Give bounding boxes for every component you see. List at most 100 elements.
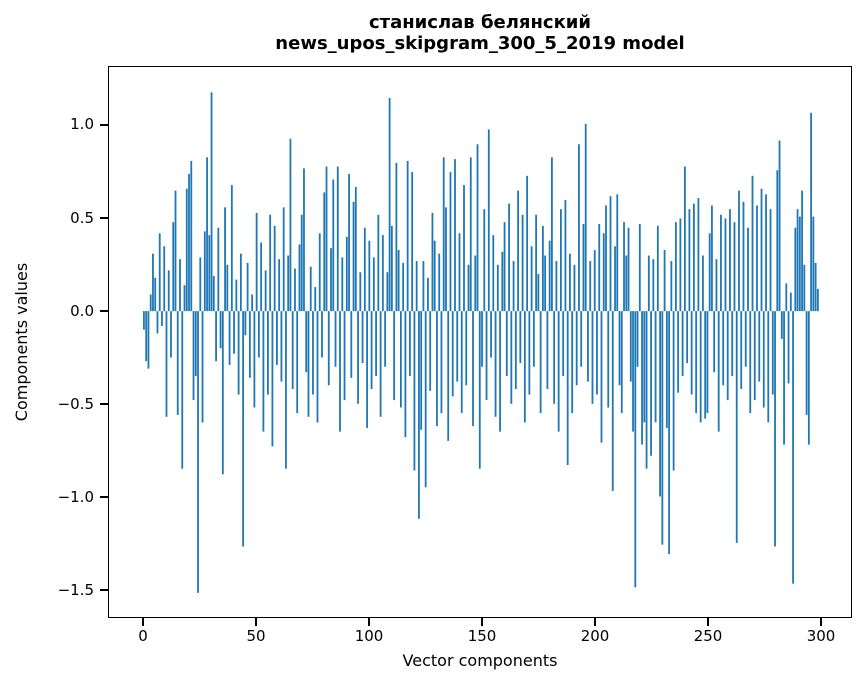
bar: [208, 235, 211, 312]
bar: [233, 311, 236, 354]
bar: [521, 214, 524, 312]
bar: [478, 311, 481, 469]
bar: [237, 311, 240, 395]
bar: [372, 257, 375, 312]
bar: [442, 157, 445, 312]
bar: [368, 240, 371, 312]
bar: [722, 311, 725, 386]
bar: [668, 311, 671, 554]
bar: [242, 311, 245, 547]
bar: [348, 173, 350, 312]
bar: [289, 138, 292, 312]
bar: [508, 203, 510, 312]
bar: [665, 311, 668, 428]
bar: [523, 311, 526, 423]
bar: [217, 227, 220, 312]
bar: [285, 311, 287, 469]
x-axis-tick: [594, 618, 596, 626]
bar: [375, 311, 377, 377]
bar: [314, 287, 317, 312]
bar: [726, 311, 729, 401]
bar: [343, 311, 346, 401]
x-axis-tick: [707, 618, 709, 626]
bar: [512, 261, 515, 312]
bar: [787, 311, 790, 384]
x-axis-label: Vector components: [402, 651, 558, 670]
bar: [267, 311, 269, 395]
chart-title: станислав белянский news_upos_skipgram_3…: [108, 12, 852, 54]
bar: [354, 186, 357, 312]
bar: [729, 209, 731, 312]
bar: [742, 201, 745, 312]
bar: [363, 227, 366, 312]
bar: [185, 188, 188, 312]
bar: [424, 311, 427, 488]
bar: [305, 311, 308, 373]
bar: [469, 157, 472, 312]
bar: [445, 207, 447, 312]
x-axis-tick: [255, 618, 257, 626]
y-axis-tick-label: 1.0: [70, 115, 94, 134]
bar: [309, 266, 312, 312]
bar: [271, 311, 274, 447]
bar: [276, 311, 278, 365]
bar: [386, 272, 389, 312]
bar: [163, 246, 166, 312]
bar: [323, 192, 326, 312]
bar: [735, 311, 738, 543]
bar: [636, 311, 639, 367]
bar: [460, 311, 463, 414]
bar: [744, 311, 747, 367]
bar: [336, 166, 339, 312]
bar: [420, 311, 423, 430]
bar: [143, 311, 145, 330]
bar: [654, 311, 657, 423]
bar: [167, 270, 170, 312]
bar: [641, 311, 643, 445]
bar: [190, 160, 193, 312]
bar: [291, 311, 294, 389]
bar: [490, 311, 492, 358]
plot-area: [108, 66, 852, 618]
y-axis-label: Components values: [12, 262, 31, 422]
bar: [152, 253, 154, 312]
bar: [194, 311, 197, 377]
bar: [230, 185, 233, 312]
x-axis-tick-label: 150: [467, 627, 497, 645]
bar: [683, 166, 686, 312]
bar: [456, 311, 459, 382]
bar: [573, 264, 576, 312]
bar: [557, 311, 560, 432]
bar: [560, 209, 562, 312]
bar: [783, 311, 785, 445]
bar: [399, 311, 402, 408]
bar: [532, 311, 535, 367]
bar: [807, 311, 810, 445]
x-axis-tick-label: 250: [693, 627, 723, 645]
bar: [379, 311, 382, 417]
bar: [260, 242, 263, 312]
bar: [629, 311, 632, 382]
bar: [181, 311, 184, 469]
bar: [798, 216, 801, 312]
bar: [397, 249, 400, 312]
bar: [584, 123, 587, 312]
bar: [553, 311, 556, 404]
bar: [496, 264, 499, 312]
bar: [325, 166, 328, 312]
bar: [404, 311, 407, 438]
bar: [282, 207, 285, 312]
bar: [251, 294, 254, 312]
bar: [661, 311, 664, 545]
bar: [472, 311, 474, 427]
bar: [711, 205, 713, 312]
bar: [530, 246, 533, 312]
bar: [246, 262, 249, 312]
y-axis-tick: [100, 589, 108, 591]
bar: [474, 255, 477, 312]
bar: [226, 264, 229, 312]
x-axis-tick: [820, 618, 822, 626]
x-axis-tick: [368, 618, 370, 626]
bar: [255, 212, 258, 312]
bar: [483, 209, 486, 312]
